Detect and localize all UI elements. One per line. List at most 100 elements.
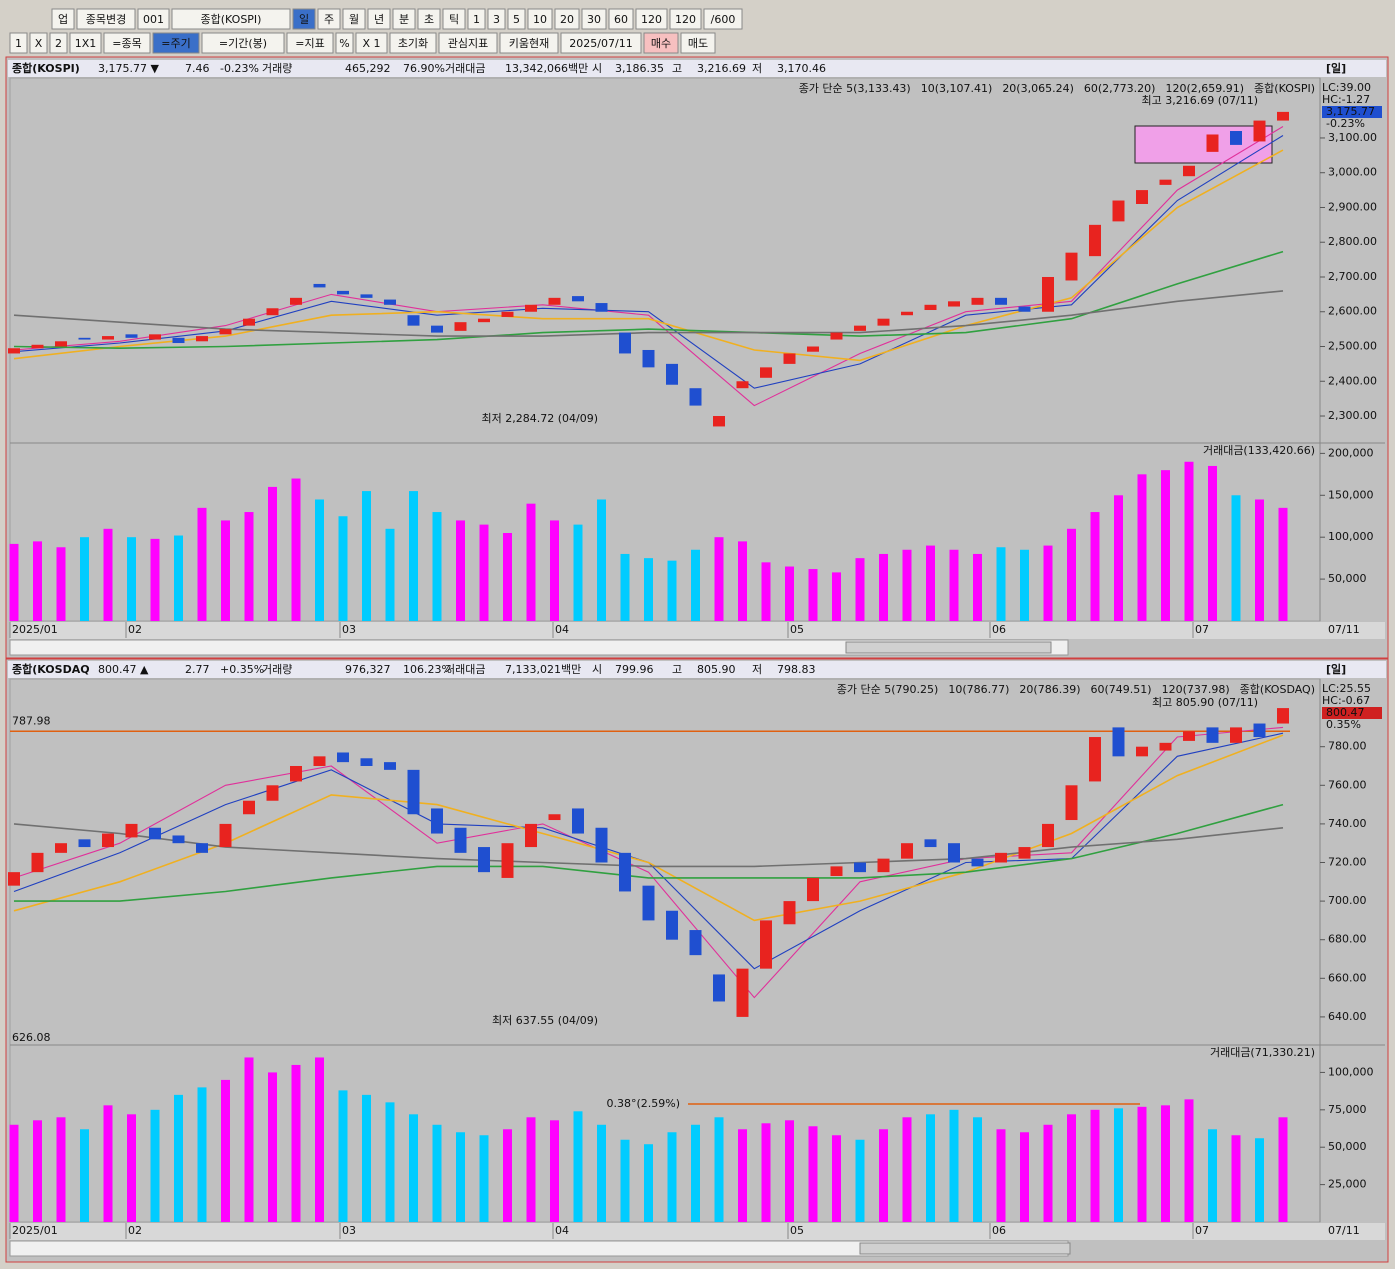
candle [948,301,960,307]
period[interactable]: [일] [1326,61,1346,75]
candle [595,827,608,863]
candle [219,823,232,848]
y-tick-label: 2,500.00 [1328,340,1377,353]
candle [431,808,443,834]
toolbar-button[interactable] [292,8,316,30]
candle [807,877,819,902]
candle [266,785,279,801]
candle [1112,727,1125,757]
info-item: 800.47 ▲ [98,663,149,676]
scroll-thumb[interactable] [845,641,1052,654]
toolbar-label: =종목 [112,37,141,50]
toolbar-label: 키움현재 [509,37,549,50]
info-item: 종합(KOSPI) [12,61,80,75]
period[interactable]: [일] [1326,662,1346,676]
toolbar-button[interactable] [103,32,151,54]
moving-average [13,823,1284,868]
scrollbar[interactable] [9,639,1069,656]
toolbar-button[interactable] [467,8,486,30]
volume-bar [385,1102,395,1222]
candle [1136,190,1148,204]
toolbar-button[interactable] [703,8,743,30]
legend-entry: 10(786.77) [948,683,1009,696]
scroll-thumb[interactable] [859,1242,1071,1255]
moving-average [13,149,1284,362]
toolbar-button[interactable] [581,8,607,30]
toolbar-button[interactable] [9,32,28,54]
candle [572,808,584,834]
trend-label: 0.38°(2.59%) [606,1097,680,1110]
legend-entry: 종합(KOSPI) [1254,82,1315,95]
volume-bar [1020,1132,1029,1222]
info-item: 976,327 [345,663,391,676]
toolbar-button[interactable] [392,8,416,30]
toolbar-button[interactable] [417,8,441,30]
y-tick-label: 2,900.00 [1328,200,1377,213]
y-tick-label: 740.00 [1328,817,1367,830]
volume-bar [597,1124,606,1222]
toolbar-button[interactable] [76,8,136,30]
toolbar-button[interactable] [49,32,68,54]
toolbar-button[interactable] [171,8,291,30]
volume-bar [667,1132,677,1222]
toolbar-button[interactable] [438,32,498,54]
volume-bar [315,1057,324,1222]
candle [31,852,44,873]
candle [783,353,796,364]
toolbar-button[interactable] [527,8,553,30]
candle [125,823,138,838]
toolbar-button[interactable] [152,32,200,54]
toolbar-label: 종합(KOSPI) [201,13,262,26]
info-item: 2.77 [185,663,210,676]
y-tick-label: 680.00 [1328,933,1367,946]
toolbar-button[interactable] [680,32,716,54]
x-end-label: 07/11 [1328,623,1360,636]
toolbar-button[interactable] [137,8,170,30]
volume-bar [714,1117,724,1222]
toolbar-label: 2025/07/11 [569,37,632,50]
info-item: 76.90% [403,62,445,75]
volume-bar [362,491,371,621]
toolbar-button[interactable] [507,8,526,30]
toolbar-button[interactable] [342,8,366,30]
toolbar-button[interactable] [355,32,388,54]
toolbar-button[interactable] [69,32,102,54]
toolbar-button[interactable] [635,8,668,30]
toolbar-button[interactable] [643,32,679,54]
candle [924,839,937,848]
toolbar-button[interactable] [286,32,334,54]
volume-bar [973,553,982,621]
toolbar-button[interactable] [442,8,466,30]
toolbar-button[interactable] [317,8,341,30]
candle [8,872,20,886]
toolbar-button[interactable] [669,8,702,30]
candle [1230,727,1242,743]
candle [995,852,1007,863]
candle [642,349,655,368]
volume-bar [902,549,912,621]
candle [713,974,725,1002]
toolbar-button[interactable] [560,32,642,54]
candle [595,303,608,312]
y-tick-label: 760.00 [1328,778,1367,791]
volume-bar [1161,470,1170,621]
candle [149,334,161,340]
toolbar-button[interactable] [487,8,506,30]
toolbar-button[interactable] [51,8,75,30]
toolbar-button[interactable] [335,32,354,54]
candle [1065,785,1078,821]
volume-bar [456,520,465,621]
toolbar-button[interactable] [367,8,391,30]
toolbar-button[interactable] [499,32,559,54]
toolbar-button[interactable] [554,8,580,30]
volume-bar [738,1129,747,1222]
volume-bar [503,1129,512,1222]
toolbar-button[interactable] [389,32,437,54]
toolbar-button[interactable] [201,32,285,54]
toolbar-button[interactable] [29,32,48,54]
y-tick-label: 100,000 [1328,530,1374,543]
right-tag: 800.47 [1326,706,1365,719]
volume-bar [667,560,677,621]
toolbar-button[interactable] [608,8,634,30]
volume-bar [80,1129,89,1222]
